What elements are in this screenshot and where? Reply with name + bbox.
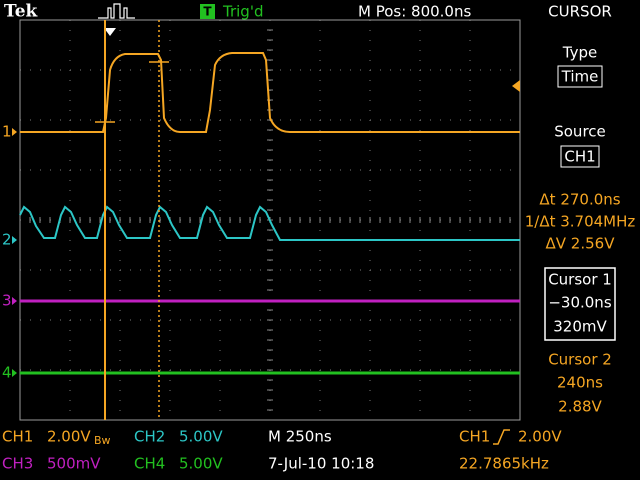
trigger-badge: T: [203, 5, 212, 19]
ch4-marker-arrow: [12, 369, 17, 377]
ch1-waveform: [20, 52, 520, 133]
cursor1-box: [544, 267, 616, 341]
cursor2-button[interactable]: Cursor 2 240ns 2.88V: [548, 351, 612, 416]
ch2-scale: 5.00V: [179, 428, 223, 446]
trigger-level-marker: [512, 80, 520, 92]
type-value: Time: [561, 68, 599, 86]
ch4-label: CH4: [134, 455, 165, 473]
trigger-slope-icon: [493, 429, 510, 445]
ch1-label: CH1: [2, 428, 33, 446]
trigger-source: CH1: [459, 428, 490, 446]
ch3-marker-arrow: [12, 297, 17, 305]
trigger-frequency: 22.7865kHz: [459, 455, 549, 473]
ch2-marker-arrow: [12, 236, 17, 244]
trigger-level: 2.00V: [518, 428, 562, 446]
ch4-scale: 5.00V: [179, 455, 223, 473]
ch2-label: CH2: [134, 428, 165, 446]
source-label: Source: [554, 123, 606, 141]
ch1-scale: 2.00V: [47, 428, 91, 446]
trigger-badge-box: [200, 4, 215, 19]
brand: Tek: [4, 2, 39, 22]
cursor1-title: Cursor 1: [548, 271, 612, 289]
cursor1-time: −30.0ns: [548, 294, 611, 312]
graticule-border: [19, 19, 521, 421]
ch1-bandwidth: Bw: [94, 434, 111, 447]
cursor2-voltage: 2.88V: [558, 398, 602, 416]
source-value-box: [560, 145, 600, 168]
trigger-icon: [98, 3, 135, 19]
date-time: 7-Jul-10 10:18: [268, 455, 374, 473]
cursor1-voltage: 320mV: [553, 318, 607, 336]
type-button[interactable]: Type Time: [557, 44, 603, 88]
source-value: CH1: [564, 148, 595, 166]
delta-t-readout: Δt 270.0ns: [539, 191, 620, 209]
ch3-marker: 3: [2, 292, 12, 310]
ch3-label: CH3: [2, 455, 33, 473]
menu-title: CURSOR: [548, 3, 612, 21]
cursor2-time: 240ns: [557, 374, 603, 392]
source-button[interactable]: Source CH1: [554, 123, 606, 168]
ch2-marker: 2: [2, 231, 12, 249]
ch4-marker: 4: [2, 364, 12, 382]
ch2-waveform: [19, 205, 520, 241]
cursor1-button[interactable]: Cursor 1 −30.0ns 320mV: [544, 267, 616, 341]
cursor2-title: Cursor 2: [548, 351, 612, 369]
delta-v-readout: ΔV 2.56V: [546, 235, 616, 253]
inverse-delta-t-readout: 1/Δt 3.704MHz: [525, 213, 636, 231]
timebase: M 250ns: [268, 428, 332, 446]
trigger-position-marker: [104, 28, 116, 36]
ch3-scale: 500mV: [47, 455, 101, 473]
type-value-box: [557, 65, 603, 88]
ch1-marker: 1: [2, 123, 12, 141]
trigger-status: Trig'd: [222, 3, 263, 21]
horizontal-position: M Pos: 800.0ns: [358, 3, 471, 21]
ch1-marker-arrow: [12, 128, 17, 136]
type-label: Type: [562, 44, 597, 62]
